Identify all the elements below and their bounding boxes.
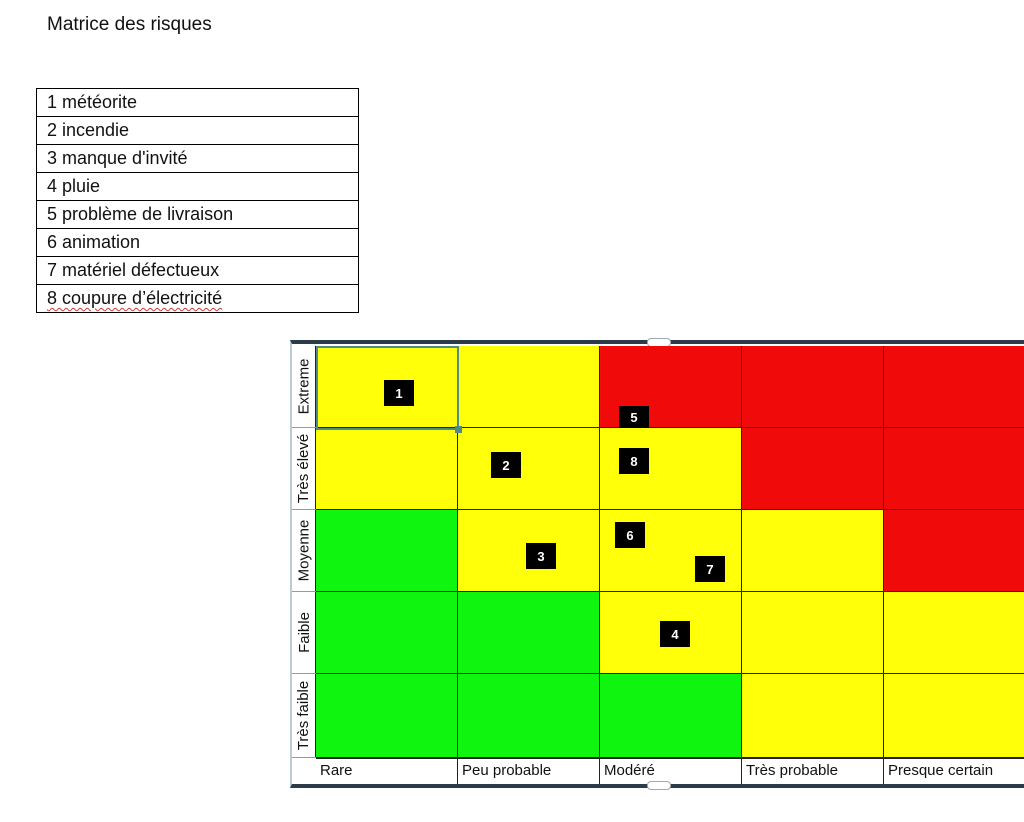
matrix-cell-red	[884, 346, 1024, 428]
row-label-tres-faible: Très faible	[292, 674, 316, 758]
matrix-cell-red	[884, 510, 1024, 592]
col-label-tres-probable: Très probable	[742, 759, 884, 784]
table-row: 4 pluie	[36, 172, 359, 201]
matrix-cell-yellow	[458, 346, 600, 428]
risk-marker-8: 8	[619, 448, 649, 474]
col-label-rare: Rare	[316, 759, 458, 784]
row-label-faible: Faible	[292, 592, 316, 674]
matrix-cell-red	[742, 346, 884, 428]
risk-item: 3 manque d'invité	[36, 144, 359, 173]
table-row: 1 météorite	[36, 88, 359, 117]
column-labels: Rare Peu probable Modéré Très probable P…	[316, 758, 1024, 784]
resize-handle-bottom[interactable]	[647, 781, 671, 790]
matrix-cell-yellow	[742, 674, 884, 758]
risk-marker-4: 4	[660, 621, 690, 647]
risk-marker-1: 1	[384, 380, 414, 406]
matrix-cell-red	[742, 428, 884, 510]
risk-item: 8 coupure d’électricité	[36, 284, 359, 313]
risk-item: 4 pluie	[36, 172, 359, 201]
matrix-cell-red	[884, 428, 1024, 510]
col-label-modere: Modéré	[600, 759, 742, 784]
matrix-cell-green	[316, 510, 458, 592]
table-row: 5 problème de livraison	[36, 200, 359, 229]
risk-marker-7: 7	[695, 556, 725, 582]
risk-marker-6: 6	[615, 522, 645, 548]
table-row: 8 coupure d’électricité	[36, 284, 359, 313]
cell-selection-outline	[316, 346, 459, 430]
matrix-cell-yellow	[884, 592, 1024, 674]
table-row: 3 manque d'invité	[36, 144, 359, 173]
selection-handle[interactable]	[455, 426, 462, 433]
matrix-cell-green	[600, 674, 742, 758]
matrix-cell-yellow	[742, 510, 884, 592]
risk-item: 2 incendie	[36, 116, 359, 145]
col-label-peu-probable: Peu probable	[458, 759, 600, 784]
risk-marker-2: 2	[491, 452, 521, 478]
matrix-cell-yellow	[884, 674, 1024, 758]
matrix-cell-yellow	[458, 428, 600, 510]
matrix-cell-green	[316, 592, 458, 674]
row-label-extreme: Extreme	[292, 346, 316, 428]
matrix-cell-green	[458, 592, 600, 674]
risk-item: 7 matériel défectueux	[36, 256, 359, 285]
matrix-cell-yellow	[742, 592, 884, 674]
risk-marker-3: 3	[526, 543, 556, 569]
row-labels: Extreme Très élevé Moyenne Faible Très f…	[292, 346, 316, 758]
risk-item: 5 problème de livraison	[36, 200, 359, 229]
matrix-cell-green	[316, 674, 458, 758]
table-row: 6 animation	[36, 228, 359, 257]
risk-item: 1 météorite	[36, 88, 359, 117]
risk-item: 6 animation	[36, 228, 359, 257]
matrix-cell-yellow	[316, 428, 458, 510]
row-label-moyenne: Moyenne	[292, 510, 316, 592]
page-title: Matrice des risques	[47, 14, 212, 35]
table-row: 7 matériel défectueux	[36, 256, 359, 285]
col-label-presque-certain: Presque certain	[884, 759, 1024, 784]
risk-list-table: 1 météorite 2 incendie 3 manque d'invité…	[36, 88, 359, 313]
risk-marker-5: 5	[619, 406, 649, 428]
row-label-tres-eleve: Très élevé	[292, 428, 316, 510]
risk-item-text: 8 coupure d’électricité	[47, 288, 223, 308]
matrix-cell-green	[458, 674, 600, 758]
table-row: 2 incendie	[36, 116, 359, 145]
